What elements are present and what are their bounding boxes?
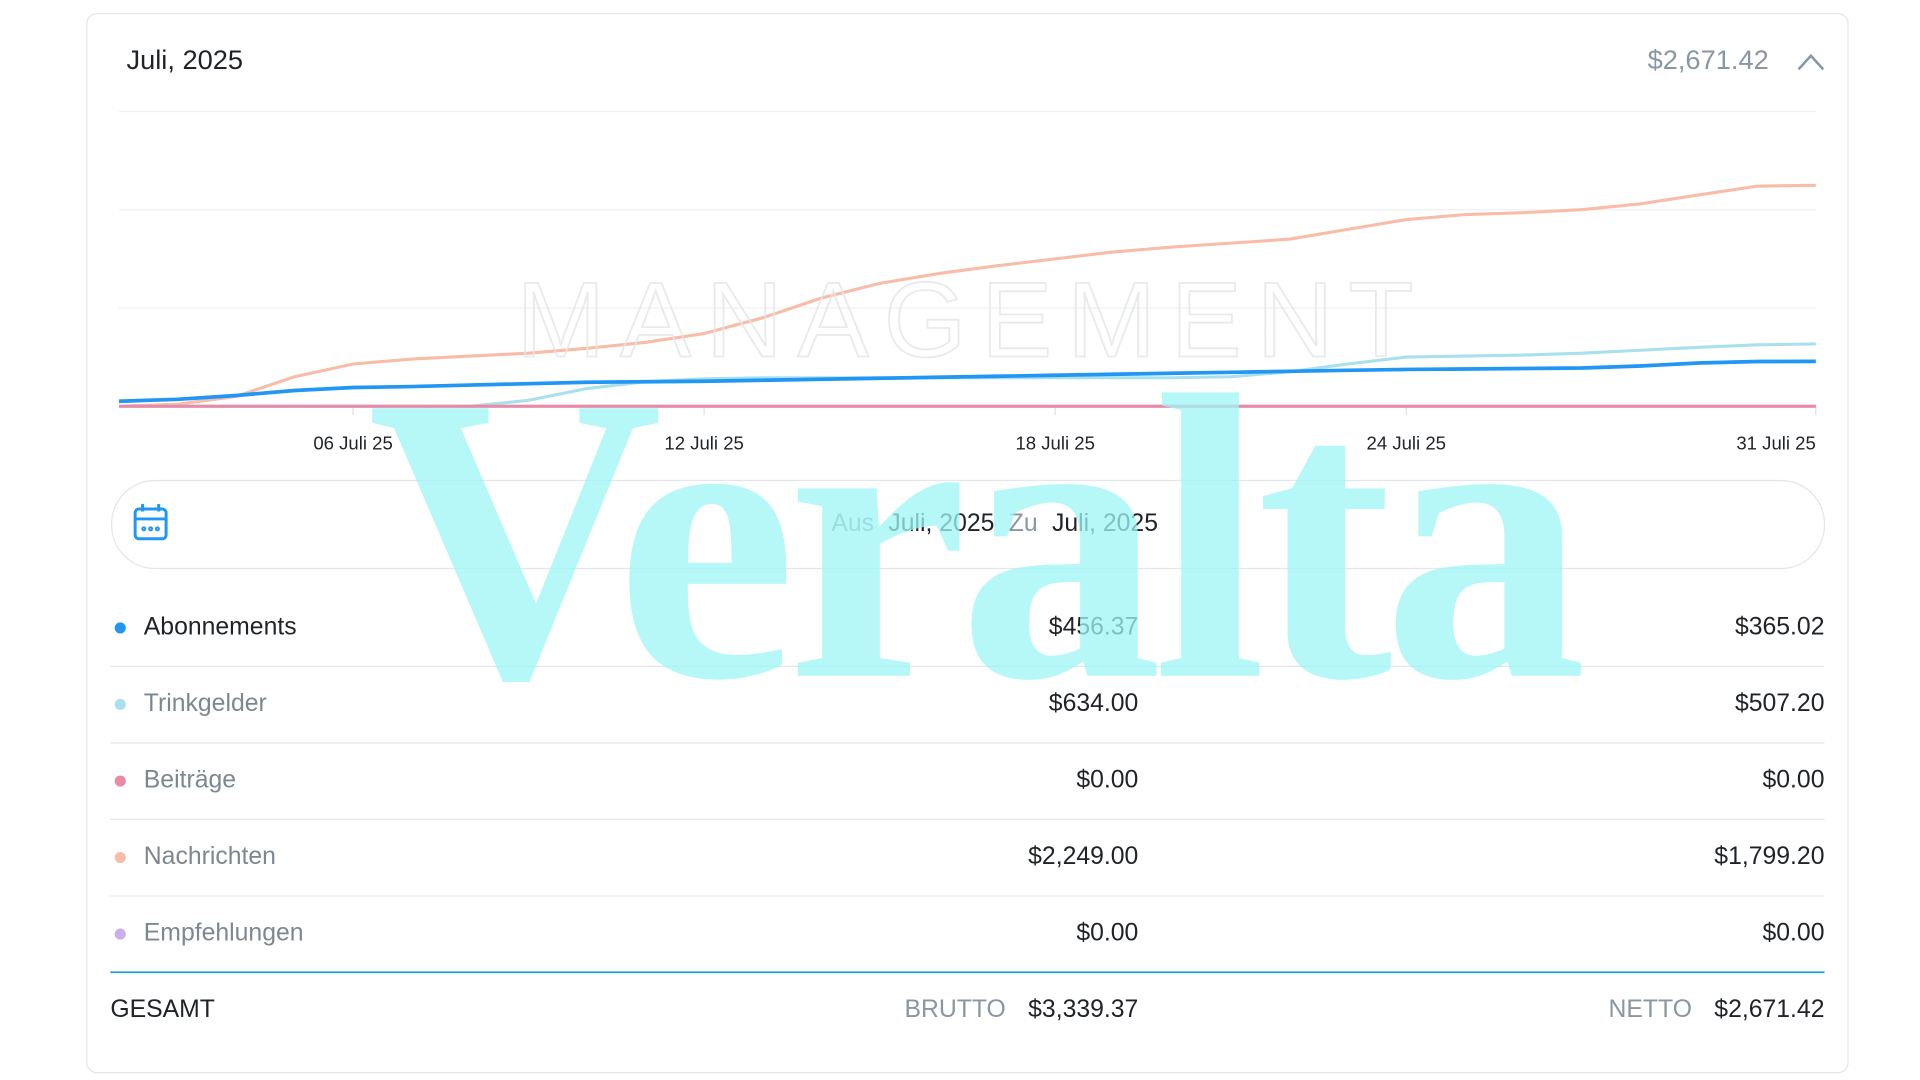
to-date: Juli, 2025 <box>1052 509 1158 536</box>
row-label: Beiträge <box>144 767 236 794</box>
row-gross: $456.37 <box>1049 613 1139 640</box>
legend-dot <box>114 851 126 864</box>
legend-dot <box>114 622 126 634</box>
row-label: Nachrichten <box>144 843 276 870</box>
row-net: $0.00 <box>1763 767 1825 794</box>
row-gross: $0.00 <box>1076 920 1138 947</box>
series-line <box>118 183 1816 408</box>
x-tick-label: 24 Juli 25 <box>1367 433 1446 454</box>
row-gross: $634.00 <box>1049 690 1139 717</box>
to-label: Zu <box>1009 509 1038 536</box>
from-label: Aus <box>831 509 874 536</box>
gross-total: $3,339.37 <box>1028 996 1138 1023</box>
row-label: Abonnements <box>144 613 297 640</box>
gross-label: BRUTTO <box>904 996 1005 1023</box>
card-title: Juli, 2025 <box>126 44 243 75</box>
watermark-logo: Veralta <box>368 313 1587 765</box>
row-gross: $0.00 <box>1076 767 1138 794</box>
row-label: Trinkgelder <box>144 690 267 717</box>
calendar-icon[interactable] <box>133 504 168 541</box>
x-tick-label: 12 Juli 25 <box>664 433 743 454</box>
legend-dot <box>114 928 126 940</box>
card-total: $2,671.42 <box>1648 44 1769 75</box>
legend-dot <box>114 775 126 787</box>
x-tick-label: 31 Juli 25 <box>1736 433 1815 454</box>
chart: 06 Juli 25 12 Juli 25 18 Juli 25 24 Juli 25… <box>118 110 1817 454</box>
legend-dot <box>114 698 126 711</box>
watermark-text: MANAGEMENT <box>516 260 1428 379</box>
series-line <box>118 359 1816 404</box>
net-label: NETTO <box>1608 996 1691 1023</box>
total-label: GESAMT <box>110 996 215 1023</box>
x-tick-label: 06 Juli 25 <box>313 433 392 454</box>
row-label: Empfehlungen <box>144 920 304 947</box>
row-net: $365.02 <box>1735 613 1825 640</box>
collapse-toggle[interactable] <box>1797 53 1825 71</box>
row-net: $0.00 <box>1763 920 1825 947</box>
row-gross: $2,249.00 <box>1028 843 1138 870</box>
net-total: $2,671.42 <box>1714 996 1824 1023</box>
row-net: $1,799.20 <box>1714 843 1824 870</box>
row-net: $507.20 <box>1735 690 1825 717</box>
date-range-picker[interactable] <box>110 479 1826 570</box>
revenue-table: Abonnements $456.37 $365.02 Trinkgelder $634… <box>110 613 1825 947</box>
x-tick-label: 18 Juli 25 <box>1015 433 1094 454</box>
from-date: Juli, 2025 <box>888 509 994 536</box>
date-range-text: Aus Juli, 2025 Zu Juli, 2025 <box>831 509 1158 536</box>
